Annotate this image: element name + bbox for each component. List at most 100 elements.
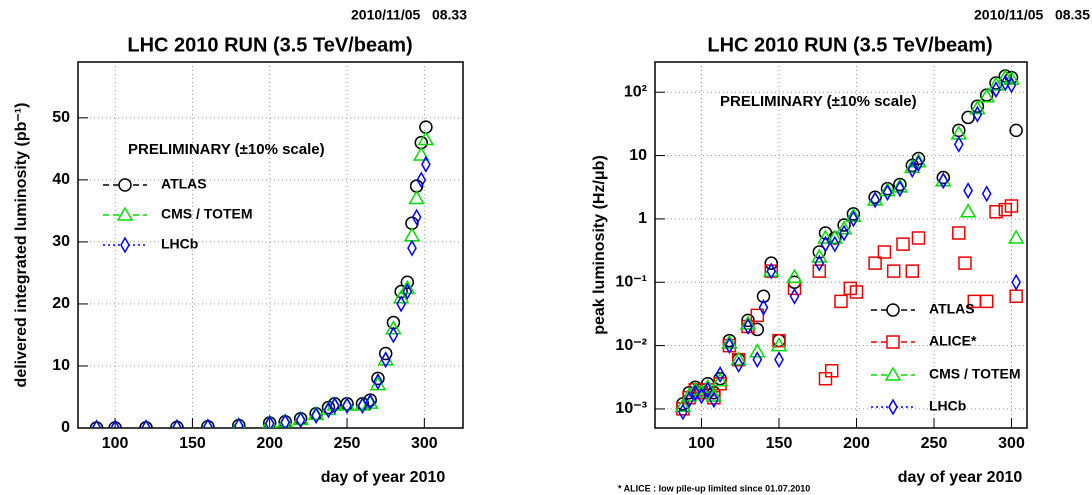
marker — [709, 391, 719, 409]
legend-label: CMS / TOTEM — [161, 206, 253, 222]
y-tick-label: 30 — [52, 233, 70, 250]
marker — [907, 161, 918, 179]
marker — [280, 413, 291, 428]
data-group — [674, 69, 1025, 421]
marker — [421, 155, 431, 173]
marker — [979, 294, 994, 309]
marker — [764, 256, 778, 270]
x-tick-label: 150 — [766, 435, 793, 452]
y-tick-label: 50 — [52, 109, 70, 126]
marker — [388, 326, 399, 344]
chart-title: LHC 2010 RUN (3.5 TeV/beam) — [707, 34, 992, 56]
legend-marker — [884, 366, 902, 381]
marker — [843, 281, 858, 296]
marker — [748, 343, 766, 358]
marker — [886, 264, 901, 278]
legend-marker — [886, 335, 900, 349]
y-tick-label: 10 — [52, 357, 70, 374]
y-tick-label: 10² — [624, 83, 647, 100]
legend-marker — [118, 178, 132, 192]
marker — [407, 239, 417, 257]
marker — [758, 298, 769, 316]
x-tick-label: 200 — [256, 435, 283, 452]
marker — [171, 418, 183, 428]
marker — [839, 224, 849, 242]
legend-label: ALICE* — [929, 333, 977, 349]
marker — [868, 190, 882, 204]
legend-label: ATLAS — [929, 301, 975, 317]
y-tick-label: 0 — [61, 419, 70, 436]
x-tick-label: 250 — [334, 435, 361, 452]
marker — [110, 419, 120, 428]
x-axis-label: day of year 2010 — [898, 469, 1023, 486]
marker — [399, 279, 416, 295]
x-axis-label: day of year 2010 — [321, 469, 446, 486]
footnote: * ALICE : low pile-up limited since 01.0… — [618, 483, 810, 493]
marker — [882, 184, 893, 202]
marker — [1003, 70, 1020, 86]
marker — [786, 268, 803, 283]
marker — [849, 285, 864, 299]
marker — [702, 381, 713, 399]
marker — [835, 220, 853, 235]
marker — [408, 189, 425, 205]
marker — [1007, 229, 1025, 244]
marker — [202, 418, 214, 428]
marker — [373, 372, 383, 390]
y-tick-label: 10⁻¹ — [615, 273, 647, 290]
marker — [969, 100, 986, 115]
marker — [848, 210, 859, 228]
marker — [868, 256, 882, 270]
x-tick-label: 100 — [688, 435, 715, 452]
marker — [981, 185, 992, 203]
marker — [770, 337, 788, 352]
y-tick-label: 10 — [629, 147, 647, 164]
marker — [814, 254, 825, 272]
marker — [416, 171, 427, 189]
marker — [264, 415, 275, 428]
marker — [203, 418, 213, 428]
marker — [961, 110, 975, 125]
marker — [911, 231, 926, 245]
marker — [730, 351, 748, 366]
y-tick-label: 10⁻² — [615, 337, 647, 354]
plot-frame — [77, 61, 464, 429]
marker — [958, 256, 972, 270]
marker — [896, 237, 910, 251]
marker — [913, 154, 924, 172]
legend-marker — [120, 236, 130, 254]
data-group — [89, 120, 435, 428]
marker — [963, 182, 973, 200]
marker — [991, 81, 1001, 99]
legend-label: CMS / TOTEM — [929, 366, 1021, 382]
marker — [739, 315, 757, 330]
x-tick-label: 150 — [179, 435, 206, 452]
timestamp: 2010/11/05 08.33 — [351, 7, 467, 23]
marker — [987, 76, 1005, 91]
marker — [837, 218, 851, 232]
x-tick-label: 100 — [102, 435, 129, 452]
marker — [820, 235, 831, 253]
marker — [402, 283, 413, 301]
legend-marker — [116, 206, 134, 221]
legend-label: ATLAS — [161, 176, 207, 192]
marker — [417, 131, 435, 146]
marker — [91, 419, 102, 428]
marker — [826, 229, 844, 244]
marker — [715, 365, 725, 383]
marker — [1004, 199, 1019, 213]
legend-label: LHCb — [161, 236, 198, 252]
marker — [953, 135, 964, 153]
marker — [342, 397, 352, 415]
marker — [959, 203, 977, 218]
x-tick-label: 300 — [998, 435, 1025, 452]
marker — [895, 180, 905, 198]
marker — [705, 387, 723, 402]
marker — [392, 289, 410, 304]
marker — [756, 289, 771, 304]
marker — [91, 419, 102, 428]
timestamp: 2010/11/05 08.35 — [974, 7, 1090, 23]
marker — [891, 178, 909, 193]
x-tick-label: 300 — [411, 435, 438, 452]
